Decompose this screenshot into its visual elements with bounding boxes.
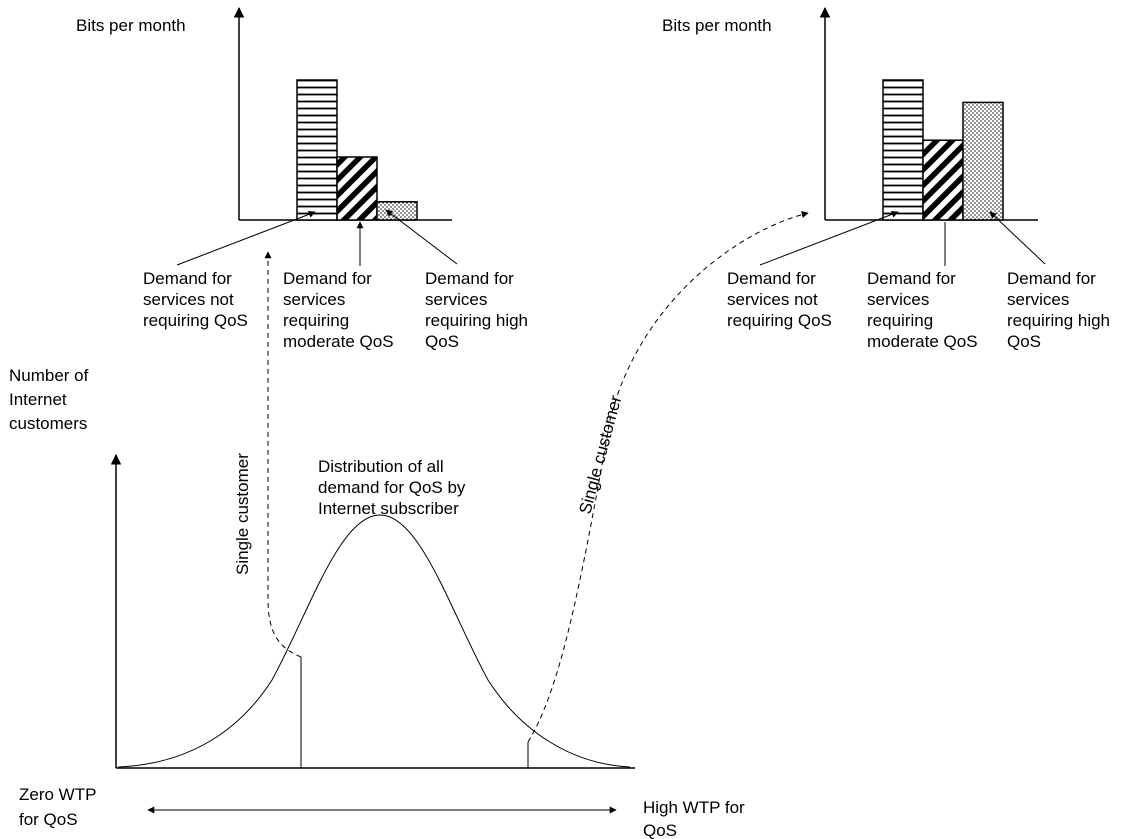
left-single-customer-connector [264, 251, 302, 658]
left-single-customer-label: Single customer [233, 453, 252, 575]
left-chart-pointer-high [385, 209, 458, 265]
right-chart-ylabel: Bits per month [662, 16, 772, 35]
left-chart-ylabel: Bits per month [76, 16, 186, 35]
right-single-customer-label: Single customer [576, 393, 626, 516]
right-single-customer-connector [527, 211, 809, 743]
right-label-moderate: Demand for services requiring moderate Q… [867, 269, 978, 351]
x-left-label: Zero WTP for QoS [19, 785, 101, 829]
left-chart-bar-not-requiring-qos [296, 79, 338, 221]
left-chart-bars [296, 79, 418, 221]
right-bar-chart: Bits per month Demand for services not r… [662, 6, 1115, 351]
x-right-label: High WTP for QoS [643, 798, 749, 839]
left-label-moderate: Demand for services requiring moderate Q… [283, 269, 394, 351]
distribution-chart: Number of Internet customers Distributio… [9, 366, 749, 839]
left-label-high: Demand for services requiring high QoS [425, 269, 533, 351]
right-chart-bar-moderate-qos [922, 139, 964, 221]
left-chart-bar-moderate-qos [336, 156, 378, 221]
left-bar-chart: Bits per month Demand for services not r… [76, 6, 533, 351]
right-chart-bar-not-requiring-qos [882, 79, 924, 221]
left-chart-pointer-not-requiring [176, 210, 316, 266]
left-label-not-requiring: Demand for services not requiring QoS [143, 269, 248, 330]
right-chart-bars [882, 79, 1004, 221]
distribution-ylabel: Number of Internet customers [9, 366, 93, 433]
distribution-caption: Distribution of all demand for QoS by In… [318, 457, 470, 518]
right-chart-pointer-not-requiring [759, 210, 899, 266]
right-chart-pointer-high [989, 211, 1046, 265]
right-label-not-requiring: Demand for services not requiring QoS [727, 269, 832, 330]
left-chart-bar-high-qos [376, 201, 418, 221]
right-chart-bar-high-qos [962, 101, 1004, 221]
right-label-high: Demand for services requiring high QoS [1007, 269, 1115, 351]
distribution-curve [117, 514, 631, 768]
